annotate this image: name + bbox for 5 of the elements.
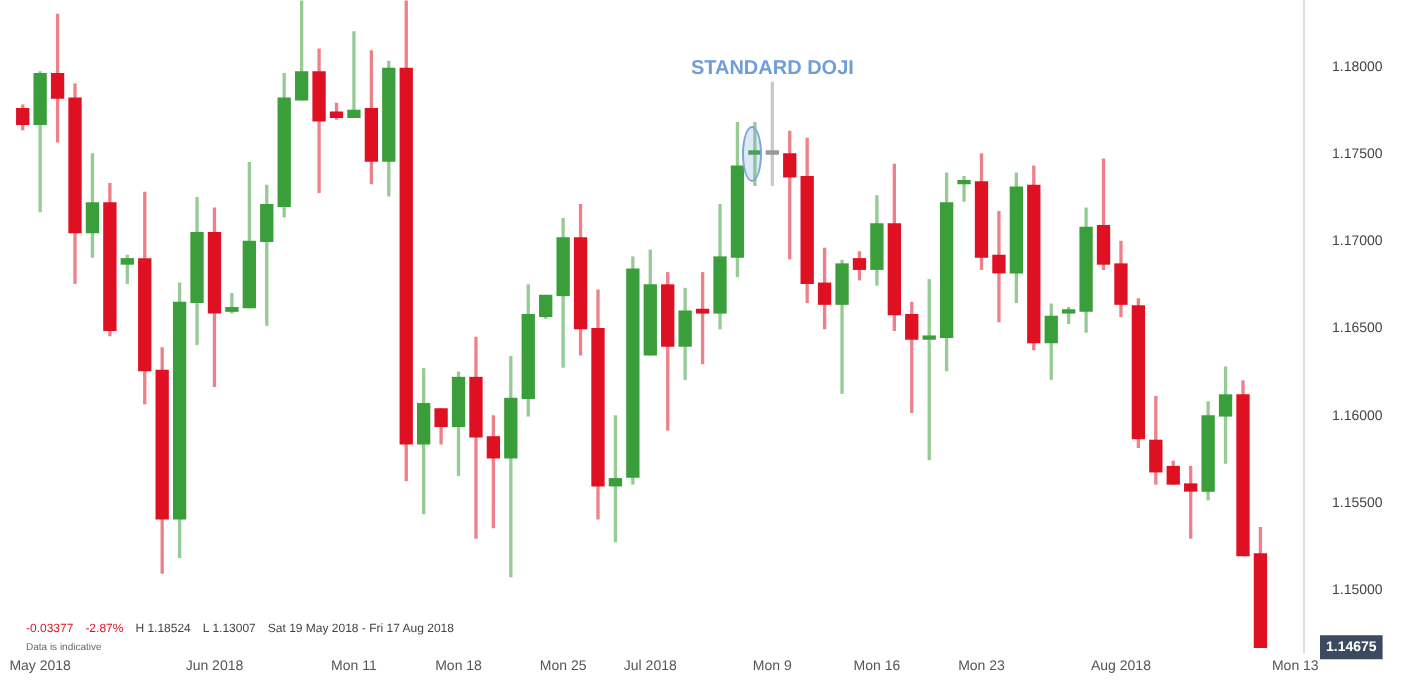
candlestick	[225, 293, 239, 314]
candlestick	[992, 210, 1006, 323]
annotation: STANDARD DOJI	[690, 58, 854, 81]
candlestick	[347, 31, 361, 119]
candlestick	[957, 176, 971, 202]
